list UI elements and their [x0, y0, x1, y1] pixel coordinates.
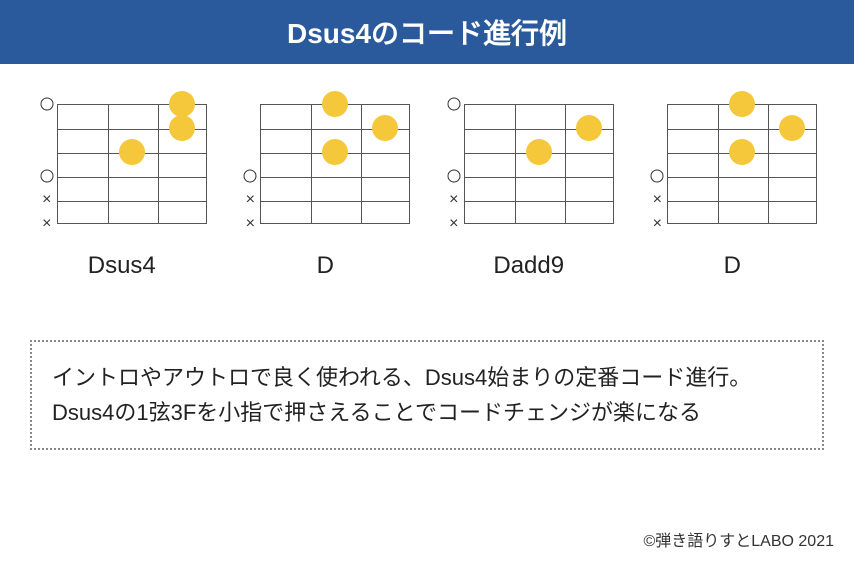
- finger-dot: [526, 139, 552, 165]
- finger-dot: [372, 115, 398, 141]
- open-string-marker: [651, 170, 664, 183]
- finger-dot: [119, 139, 145, 165]
- page-title: Dsus4のコード進行例: [0, 0, 854, 64]
- chord-diagram: [37, 104, 207, 234]
- chord-diagram: [647, 104, 817, 234]
- finger-dot: [729, 139, 755, 165]
- mute-string-marker: [449, 192, 458, 208]
- open-string-marker: [447, 170, 460, 183]
- open-string-marker: [40, 98, 53, 111]
- open-string-marker: [447, 98, 460, 111]
- chord-name: D: [724, 252, 741, 280]
- mute-string-marker: [246, 216, 255, 232]
- finger-dot: [729, 91, 755, 117]
- chord-name: Dsus4: [88, 252, 156, 280]
- chord-block: D: [647, 104, 817, 280]
- chord-block: Dadd9: [444, 104, 614, 280]
- chord-name: D: [317, 252, 334, 280]
- chord-name: Dadd9: [493, 252, 564, 280]
- finger-dot: [322, 91, 348, 117]
- copyright: ©弾き語りすとLABO 2021: [643, 527, 834, 551]
- mute-string-marker: [653, 192, 662, 208]
- finger-dot: [779, 115, 805, 141]
- chord-diagram: [444, 104, 614, 234]
- mute-string-marker: [42, 192, 51, 208]
- finger-dot: [169, 91, 195, 117]
- mute-string-marker: [653, 216, 662, 232]
- chords-row: Dsus4 D Dadd9 D: [0, 64, 854, 300]
- finger-dot: [322, 139, 348, 165]
- chord-diagram: [240, 104, 410, 234]
- finger-dot: [169, 115, 195, 141]
- finger-dot: [576, 115, 602, 141]
- open-string-marker: [244, 170, 257, 183]
- mute-string-marker: [246, 192, 255, 208]
- mute-string-marker: [449, 216, 458, 232]
- chord-block: D: [240, 104, 410, 280]
- mute-string-marker: [42, 216, 51, 232]
- open-string-marker: [40, 170, 53, 183]
- description-box: イントロやアウトロで良く使われる、Dsus4始まりの定番コード進行。Dsus4の…: [30, 340, 824, 450]
- chord-block: Dsus4: [37, 104, 207, 280]
